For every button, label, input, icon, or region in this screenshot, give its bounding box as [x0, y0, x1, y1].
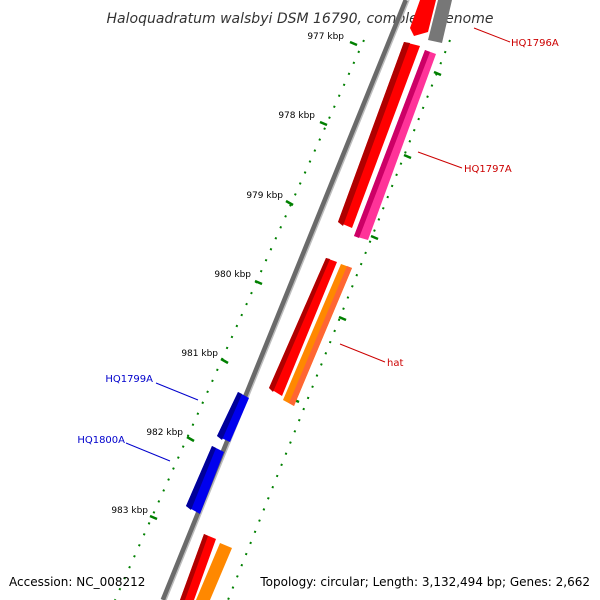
- tick-label: 977 kbp: [307, 32, 344, 42]
- gene-label-hq1796a[interactable]: HQ1796A: [511, 38, 559, 49]
- rna-feature-hq1797a-shade: [354, 50, 430, 238]
- gene-labels: HQ1796A HQ1797A hat HQ1799A HQ1800A: [77, 38, 559, 446]
- accession-text: Accession: NC_008212: [9, 575, 145, 589]
- rna-feature-hat-inner: [289, 266, 352, 406]
- leader-lines: [125, 27, 511, 462]
- gene-feature-hq1800a-shade: [186, 446, 216, 510]
- gene-label-hq1797a[interactable]: HQ1797A: [464, 164, 512, 175]
- genome-summary-text: Topology: circular; Length: 3,132,494 bp…: [259, 575, 590, 589]
- tick-label: 982 kbp: [146, 428, 183, 438]
- gene-feature-hat-shade: [269, 258, 330, 392]
- tick-label: 978 kbp: [278, 111, 315, 121]
- rna-feature-bottom[interactable]: [196, 543, 232, 600]
- tick-track-inner: [227, 39, 451, 600]
- gene-label-hat[interactable]: hat: [387, 358, 403, 369]
- tick-label: 981 kbp: [181, 349, 218, 359]
- gene-feature-bottom-shade: [180, 534, 208, 600]
- gene-label-hq1799a[interactable]: HQ1799A: [105, 374, 153, 385]
- major-ticks-outer: [149, 40, 358, 521]
- gene-label-hq1800a[interactable]: HQ1800A: [77, 435, 125, 446]
- gene-feature-hq1799a-shade: [217, 392, 242, 440]
- tick-label: 979 kbp: [246, 191, 283, 201]
- gene-feature-hq1796a[interactable]: [410, 0, 436, 36]
- rna-feature-hq1796a[interactable]: [428, 0, 452, 43]
- tick-label: 983 kbp: [111, 506, 148, 516]
- tick-labels: 977 kbp 978 kbp 979 kbp 980 kbp 981 kbp …: [111, 32, 344, 516]
- gene-feature-hq1797a-shade: [338, 42, 410, 226]
- tick-label: 980 kbp: [214, 270, 251, 280]
